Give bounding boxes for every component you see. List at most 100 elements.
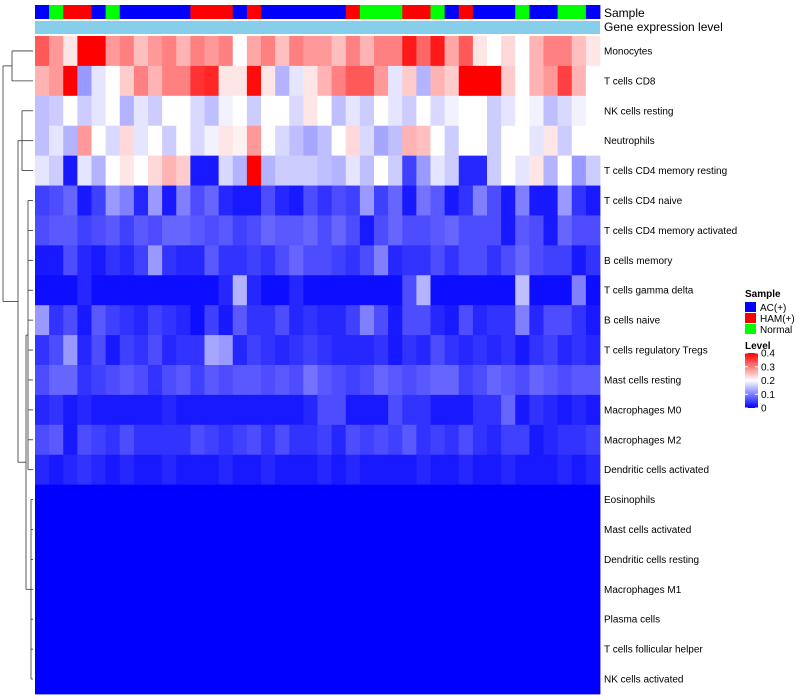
heatmap-cell: [176, 424, 191, 456]
sample-annotation-cell: [261, 5, 276, 19]
row-label: T cells CD4 memory resting: [604, 166, 727, 177]
heatmap-cell: [105, 95, 121, 127]
heatmap-cell: [472, 155, 488, 186]
heatmap-cell: [472, 634, 488, 665]
heatmap-cell: [261, 544, 276, 575]
heatmap-cell: [232, 544, 248, 575]
heatmap-cell: [289, 634, 304, 665]
heatmap-cell: [402, 514, 417, 545]
heatmap-cell: [501, 65, 516, 97]
heatmap-cell: [430, 604, 446, 635]
heatmap-cell: [374, 664, 389, 695]
heatmap-cell: [501, 36, 516, 67]
sample-annotation-cell: [359, 5, 375, 19]
heatmap-cell: [133, 634, 149, 665]
heatmap-cell: [275, 155, 290, 186]
heatmap-cell: [204, 125, 220, 157]
heatmap-cell: [190, 394, 205, 426]
heatmap-cell: [571, 664, 587, 695]
heatmap-cell: [501, 365, 516, 396]
heatmap-cell: [119, 185, 135, 216]
heatmap-cell: [388, 335, 403, 366]
sample-annotation-cell: [543, 5, 559, 19]
heatmap-cell: [515, 65, 530, 97]
heatmap-cell: [388, 394, 403, 426]
heatmap-cell: [289, 604, 304, 635]
heatmap-cell: [35, 365, 50, 396]
heatmap-cell: [63, 155, 78, 186]
heatmap-cell: [317, 275, 333, 306]
heatmap-cell: [374, 454, 389, 486]
heatmap-cell: [148, 215, 163, 246]
heatmap-cell: [162, 424, 177, 456]
heatmap-cell: [543, 245, 559, 276]
heatmap-cell: [63, 335, 78, 366]
heatmap-cell: [529, 305, 544, 336]
heatmap-cell: [261, 365, 276, 396]
heatmap-cell: [444, 394, 460, 426]
heatmap-cell: [416, 664, 431, 695]
heatmap-cell: [458, 215, 474, 246]
heatmap-cell: [317, 185, 333, 216]
heatmap-cell: [585, 394, 601, 426]
heatmap-cell: [374, 394, 389, 426]
row-labels: Monocytes T cells CD8 NK cells resting Neut…: [604, 46, 737, 685]
heatmap-cell: [458, 514, 474, 545]
heatmap-cell: [501, 155, 516, 186]
heatmap-cell: [176, 544, 191, 575]
heatmap-cell: [49, 484, 64, 515]
heatmap-cell: [49, 65, 64, 97]
heatmap-cell: [444, 604, 460, 635]
heatmap-cell: [246, 155, 262, 186]
heatmap-cell: [105, 544, 121, 575]
heatmap-cell: [402, 634, 417, 665]
heatmap-cell: [148, 604, 163, 635]
heatmap-cell: [176, 574, 191, 605]
heatmap-cell: [204, 604, 220, 635]
heatmap-cell: [289, 424, 304, 456]
heatmap-cell: [529, 454, 544, 486]
heatmap-cell: [571, 185, 587, 216]
heatmap-cell: [91, 185, 107, 216]
heatmap-cell: [204, 245, 220, 276]
heatmap-cell: [529, 424, 544, 456]
heatmap-cell: [345, 574, 361, 605]
heatmap-cell: [246, 424, 262, 456]
heatmap-cell: [543, 215, 559, 246]
heatmap-cell: [430, 365, 446, 396]
heatmap-cell: [416, 335, 431, 366]
heatmap-cell: [317, 95, 333, 127]
heatmap-cell: [105, 185, 121, 216]
heatmap-cell: [501, 335, 516, 366]
heatmap-cell: [289, 65, 304, 97]
heatmap-cell: [133, 484, 149, 515]
heatmap-cell: [119, 125, 135, 157]
sample-annotation-cell: [571, 5, 587, 19]
heatmap-cell: [331, 365, 347, 396]
heatmap-cell: [345, 664, 361, 695]
heatmap-cell: [317, 514, 333, 545]
heatmap-cell: [585, 454, 601, 486]
heatmap-cell: [119, 65, 135, 97]
heatmap-cell: [472, 95, 488, 127]
heatmap-cell: [374, 544, 389, 575]
heatmap-cell: [204, 65, 220, 97]
heatmap-cell: [162, 65, 177, 97]
heatmap-cell: [331, 65, 347, 97]
heatmap-cell: [515, 95, 530, 127]
heatmap-cell: [261, 185, 276, 216]
heatmap-cell: [105, 424, 121, 456]
heatmap-cell: [402, 95, 417, 127]
sample-annotation-cell: [105, 5, 121, 19]
row-label: B cells naive: [604, 316, 661, 327]
heatmap-cell: [105, 514, 121, 545]
heatmap-cell: [416, 514, 431, 545]
heatmap-cell: [133, 185, 149, 216]
heatmap-cell: [543, 365, 559, 396]
heatmap-cell: [190, 664, 205, 695]
heatmap-cell: [303, 574, 318, 605]
heatmap-cell: [571, 394, 587, 426]
heatmap-cell: [289, 275, 304, 306]
heatmap-cell: [515, 365, 530, 396]
heatmap-cell: [246, 305, 262, 336]
